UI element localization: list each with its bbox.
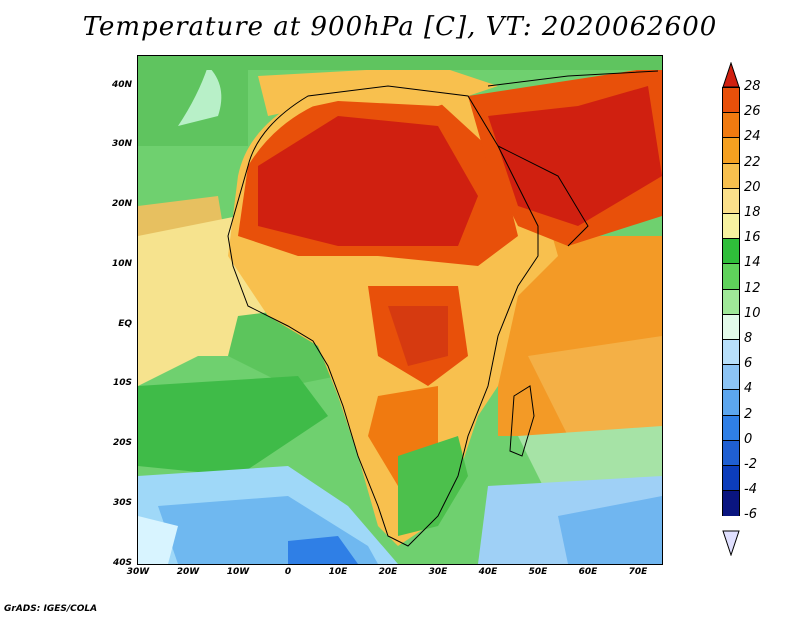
colorbar-label: 0 (744, 431, 753, 447)
lon-label-10w: 10W (226, 567, 250, 577)
africa-coastline (227, 85, 539, 547)
colorbar-swatch (722, 112, 740, 139)
colorbar-swatch (722, 339, 740, 365)
lon-label-40e: 40E (478, 567, 498, 577)
temperature-field (138, 56, 662, 564)
colorbar-swatch (722, 465, 740, 491)
south-africa-green (398, 436, 468, 536)
colorbar-label: 10 (744, 305, 761, 321)
colorbar-label: 2 (744, 406, 753, 422)
colorbar-swatch (722, 490, 740, 517)
colorbar-label: 6 (744, 356, 753, 372)
sahara-hottest (258, 116, 478, 246)
lon-label-20e: 20E (378, 567, 398, 577)
colorbar-label: 8 (744, 331, 753, 346)
arabia-coastline (487, 70, 659, 247)
colorbar-label: 26 (744, 104, 761, 120)
lon-label-50e: 50E (528, 567, 548, 577)
credit-text: GrADS: IGES/COLA (4, 604, 98, 614)
cool-patch-atlantic (178, 66, 222, 126)
colorbar-label: -6 (744, 507, 757, 523)
colorbar-label: 16 (744, 230, 761, 246)
lat-label-10n: 10N (111, 259, 132, 269)
colorbar-label: 4 (744, 381, 753, 397)
colorbar-swatch (722, 87, 740, 113)
colorbar-label: -4 (744, 482, 757, 498)
colorbar-swatch (722, 288, 740, 315)
colorbar-swatch (722, 364, 740, 391)
lon-label-30w: 30W (126, 567, 150, 577)
colorbar-label: 20 (744, 179, 761, 195)
madagascar-outline (509, 385, 535, 457)
lon-label-30e: 30E (428, 567, 448, 577)
colorbar-label: 14 (744, 255, 761, 271)
lat-label-30n: 30N (111, 139, 132, 149)
lon-label-20w: 20W (176, 567, 200, 577)
lat-label-40s: 40S (112, 558, 132, 568)
colorbar-swatch (722, 213, 740, 239)
lon-label-60e: 60E (578, 567, 598, 577)
colorbar-label: 24 (744, 129, 761, 145)
colorbar-swatch (722, 187, 740, 214)
colorbar-swatch (722, 414, 740, 441)
colorbar-over-triangle (722, 62, 740, 88)
colorbar-under-triangle (722, 530, 740, 556)
lat-label-20n: 20N (111, 199, 132, 209)
lat-label-40n: 40N (111, 80, 132, 90)
lon-label-70e: 70E (628, 567, 648, 577)
colorbar-swatch (722, 263, 740, 290)
colorbar-label: 22 (744, 154, 761, 170)
colorbar-swatch (722, 137, 740, 164)
lat-label-30s: 30S (112, 498, 132, 508)
temperature-map (137, 55, 663, 565)
map-title: Temperature at 900hPa [C], VT: 202006260… (82, 12, 718, 42)
lat-label-20s: 20S (112, 438, 132, 448)
lon-label-10e: 10E (328, 567, 348, 577)
colorbar-label: -2 (744, 457, 757, 472)
lat-label-eq: EQ (118, 319, 132, 329)
lat-label-10s: 10S (112, 378, 132, 388)
colorbar-label: 28 (744, 79, 761, 94)
colorbar-swatch (722, 238, 740, 265)
colorbar-swatch (722, 162, 740, 189)
colorbar-label: 18 (744, 205, 761, 220)
colorbar-swatch (722, 313, 740, 340)
cold-core (288, 536, 358, 564)
colorbar-label: 12 (744, 280, 761, 296)
mediterranean-band (258, 66, 498, 116)
lon-label-0: 0 (284, 567, 292, 577)
colorbar-swatch (722, 439, 740, 466)
colorbar-swatch (722, 389, 740, 416)
